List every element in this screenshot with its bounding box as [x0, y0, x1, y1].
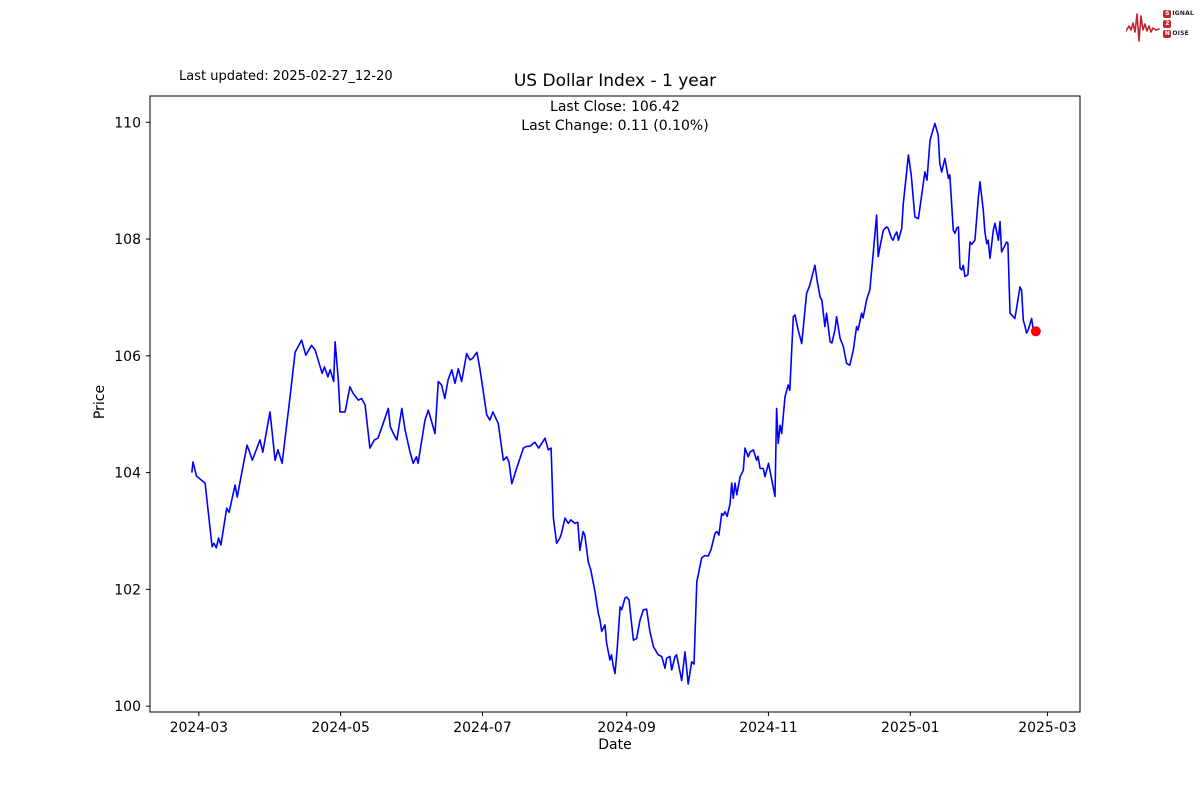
x-axis-label: Date: [598, 737, 632, 753]
y-tick-label: 102: [114, 582, 141, 598]
logo-text: S IGNAL 2 N OISE: [1163, 10, 1194, 38]
logo-letter-2: 2: [1163, 20, 1172, 28]
waveform-icon: [1126, 13, 1161, 42]
x-tick-label: 2024-09: [597, 720, 656, 736]
x-tick-label: 2025-03: [1018, 720, 1077, 736]
y-tick-label: 104: [114, 466, 141, 482]
y-axis-label: Price: [92, 384, 108, 420]
logo-word-noise: OISE: [1172, 30, 1189, 37]
price-line: [191, 122, 1037, 685]
x-tick-label: 2025-01: [881, 720, 940, 736]
logo-letter-s: S: [1163, 10, 1172, 18]
y-tick-label: 110: [114, 115, 141, 131]
x-tick-label: 2024-03: [170, 720, 229, 736]
last-close-text: Last Close: 106.42: [550, 99, 680, 115]
y-tick-label: 100: [114, 699, 141, 715]
x-tick-label: 2024-05: [311, 720, 370, 736]
x-tick-label: 2024-07: [453, 720, 512, 736]
last-point-marker: [1030, 326, 1041, 337]
logo-letter-n: N: [1163, 30, 1172, 38]
last-change-text: Last Change: 0.11 (0.10%): [521, 118, 709, 134]
last-updated-text: Last updated: 2025-02-27_12-20: [179, 69, 393, 84]
logo-word-signal: IGNAL: [1172, 10, 1194, 17]
signal-2-noise-logo: S IGNAL 2 N OISE: [1126, 5, 1194, 45]
axes-frame: [149, 95, 1081, 713]
y-tick-label: 106: [114, 349, 141, 365]
x-tick-label: 2024-11: [739, 720, 798, 736]
y-tick-label: 108: [114, 232, 141, 248]
chart-title: US Dollar Index - 1 year: [513, 71, 717, 91]
chart-annotation: Last Close: 106.42 Last Change: 0.11 (0.…: [150, 98, 1080, 136]
